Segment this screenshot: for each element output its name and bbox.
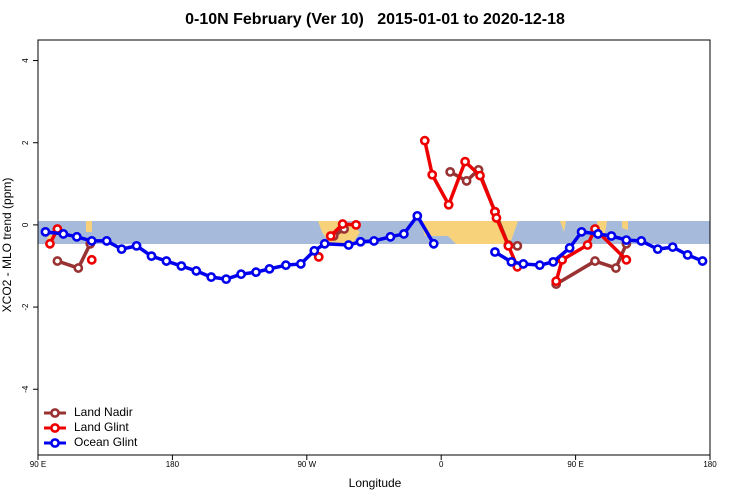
point: [611, 263, 621, 273]
point: [236, 269, 246, 280]
point: [264, 263, 275, 274]
point: [621, 235, 632, 246]
point: [576, 226, 587, 237]
plot-frame: [37, 39, 711, 456]
point: [518, 259, 529, 269]
point: [534, 260, 545, 271]
point: [475, 170, 485, 181]
point: [621, 254, 632, 265]
point: [343, 240, 354, 250]
point: [460, 156, 470, 167]
point: [398, 229, 409, 239]
legend-label: Ocean Glint: [74, 435, 138, 449]
point: [313, 252, 324, 262]
point: [116, 244, 127, 255]
x-tick-label: 180: [703, 460, 717, 469]
legend-marker: [50, 423, 60, 433]
point: [548, 256, 559, 267]
point: [309, 245, 320, 256]
point: [58, 229, 69, 239]
point: [221, 274, 232, 285]
x-tick-label: 90 E: [30, 460, 46, 469]
legend-label: Land Glint: [74, 420, 129, 434]
point: [461, 176, 472, 186]
point: [697, 256, 708, 266]
point: [71, 231, 82, 242]
point: [443, 199, 454, 210]
point: [506, 256, 517, 267]
point: [86, 236, 97, 246]
point: [251, 267, 261, 278]
point: [590, 256, 600, 266]
point: [146, 251, 157, 262]
point: [45, 238, 55, 249]
point: [593, 229, 603, 239]
y-tick-label: -2: [21, 303, 30, 311]
point: [131, 240, 142, 251]
point: [503, 240, 514, 251]
point: [52, 256, 63, 266]
point: [636, 236, 647, 246]
y-axis-label: XCO2 - MLO trend (ppm): [0, 178, 14, 313]
point: [40, 226, 51, 237]
legend-marker: [50, 408, 60, 418]
point: [101, 236, 112, 246]
point: [419, 135, 430, 146]
x-tick-label: 180: [166, 460, 180, 469]
point: [161, 256, 172, 266]
point: [176, 261, 187, 271]
series-line: [48, 140, 628, 282]
point: [491, 213, 502, 223]
point: [355, 236, 366, 247]
y-tick-label: 0: [21, 222, 30, 227]
point: [206, 272, 217, 282]
point: [445, 166, 456, 177]
legend-marker: [50, 438, 60, 448]
ocean-band: [38, 221, 710, 244]
point: [582, 240, 593, 250]
point: [427, 169, 438, 180]
chart-title: 0-10N February (Ver 10) 2015-01-01 to 20…: [185, 11, 565, 28]
point: [385, 231, 396, 242]
point: [295, 259, 306, 269]
point: [490, 247, 500, 257]
point: [564, 243, 575, 253]
x-tick-label: 0: [439, 460, 444, 469]
point: [652, 244, 663, 255]
point: [319, 238, 330, 249]
point: [606, 231, 617, 241]
point: [412, 210, 423, 221]
point: [337, 219, 348, 229]
y-tick-label: -4: [21, 385, 30, 393]
point: [428, 238, 439, 249]
point: [191, 266, 202, 276]
point: [351, 220, 361, 230]
point: [551, 276, 562, 287]
y-tick-label: 4: [21, 58, 30, 63]
y-tick-label: 2: [21, 140, 30, 145]
point: [73, 263, 84, 273]
x-tick-label: 90 E: [567, 460, 583, 469]
point: [280, 260, 291, 271]
legend-label: Land Nadir: [74, 405, 133, 419]
point: [325, 231, 336, 241]
point: [512, 240, 523, 251]
point: [86, 254, 97, 265]
x-tick-label: 90 W: [297, 460, 316, 469]
point: [369, 236, 379, 246]
x-axis-label: Longitude: [349, 476, 402, 490]
point: [667, 242, 678, 252]
point: [682, 249, 693, 260]
